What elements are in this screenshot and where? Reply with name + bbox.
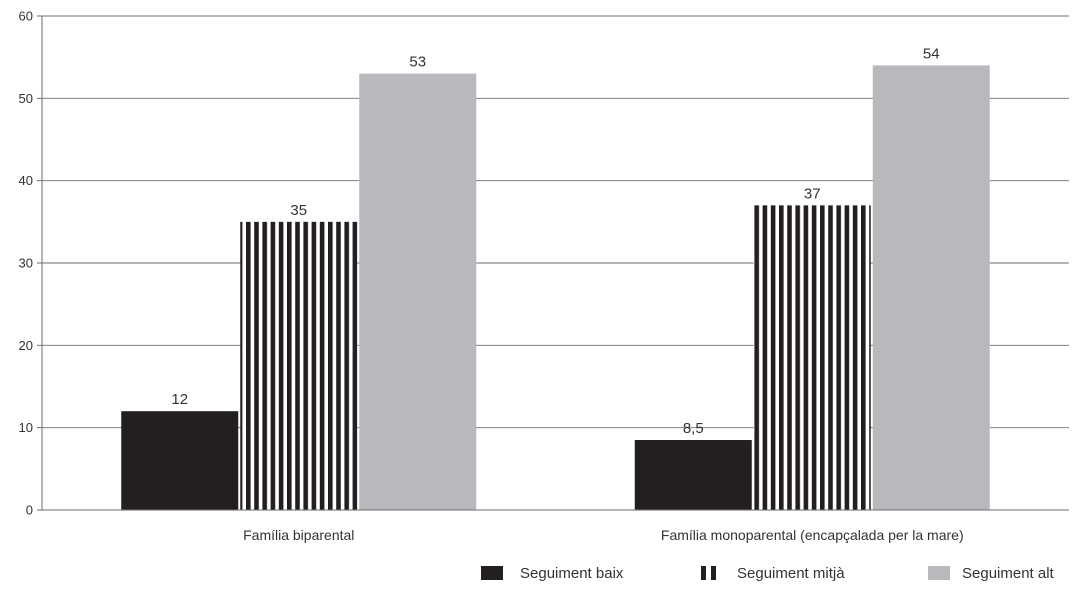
data-label: 37: [804, 185, 821, 202]
y-axis: 0 10 20 30 40 50 60: [19, 9, 43, 518]
legend-label: Seguiment baix: [520, 565, 624, 582]
x-category-label: Família biparental: [243, 527, 354, 543]
x-axis: Família biparental Família monoparental (…: [42, 509, 1069, 543]
legend-swatch: [711, 566, 716, 580]
y-tick-label: 30: [19, 256, 33, 271]
y-tick-label: 60: [19, 9, 33, 24]
y-tick-label: 20: [19, 338, 33, 353]
legend-label: Seguiment mitjà: [737, 565, 845, 582]
legend: Seguiment baix Seguiment mitjà Seguiment a…: [481, 565, 1055, 582]
bars: 12 35 53 8,5 37 54: [121, 45, 990, 511]
legend-swatch: [928, 566, 950, 580]
data-label: 35: [290, 202, 307, 219]
bar: [753, 205, 871, 510]
data-label: 12: [171, 391, 188, 408]
x-category-label: Família monoparental (encapçalada per la…: [661, 527, 964, 543]
data-label: 8,5: [683, 420, 704, 437]
y-tick-label: 10: [19, 420, 33, 435]
data-label: 53: [409, 54, 426, 71]
legend-swatch: [481, 566, 503, 580]
data-label: 54: [923, 45, 940, 62]
y-tick-label: 0: [26, 503, 33, 518]
bar: [872, 65, 990, 511]
bar: [121, 411, 239, 510]
y-tick-label: 40: [19, 173, 33, 188]
bar: [634, 440, 752, 510]
y-tick-label: 50: [19, 91, 33, 106]
bar: [359, 73, 477, 510]
bar: [240, 221, 358, 511]
legend-label: Seguiment alt: [962, 565, 1055, 582]
legend-swatch: [701, 566, 706, 580]
